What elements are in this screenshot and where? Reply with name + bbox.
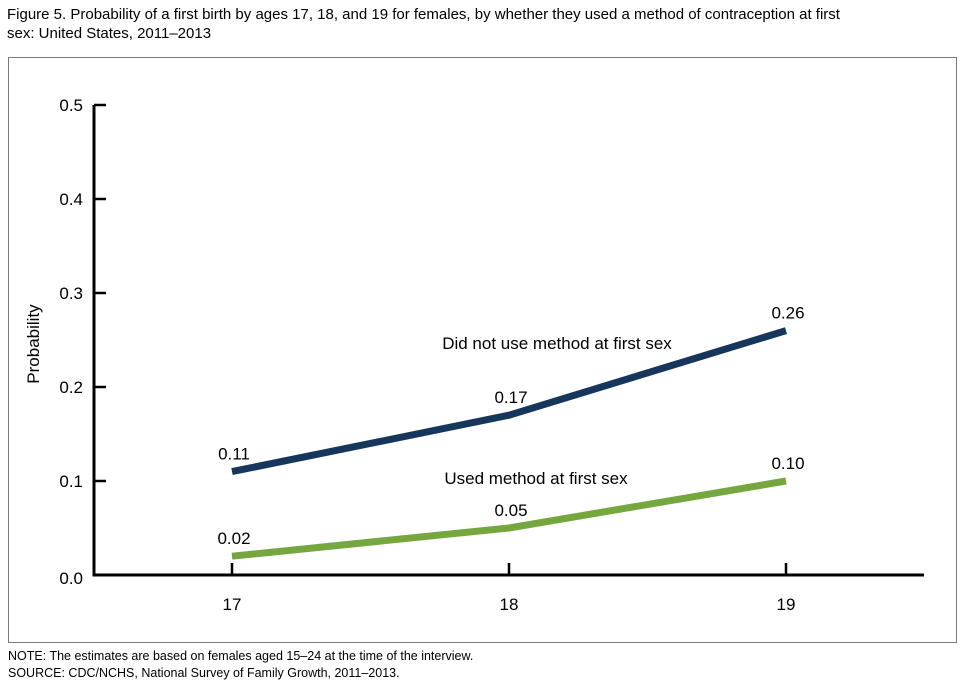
data-label-did-not-use-19: 0.26: [771, 304, 804, 323]
figure-title: Figure 5. Probability of a first birth b…: [7, 5, 957, 43]
line-did-not-use-method: [231, 327, 788, 476]
y-tick-label-0-2: 0.2: [59, 378, 83, 397]
x-tick-label-17: 17: [223, 595, 242, 614]
y-tick-label-0-4: 0.4: [59, 190, 83, 209]
y-axis-label: Probability: [24, 304, 43, 384]
figure-title-line1: Figure 5. Probability of a first birth b…: [7, 6, 840, 23]
data-label-used-18: 0.05: [494, 501, 527, 520]
y-tick-label-0-5: 0.5: [59, 96, 83, 115]
data-label-did-not-use-18: 0.17: [494, 388, 527, 407]
x-tick-label-18: 18: [500, 595, 519, 614]
footnotes: NOTE: The estimates are based on females…: [8, 648, 948, 682]
series-annotation-used: Used method at first sex: [444, 469, 628, 488]
chart-area: 0.5 0.4 0.3 0.2 0.1 0.0 17 18 19 Probabi…: [8, 57, 957, 643]
note-text: NOTE: The estimates are based on females…: [8, 649, 474, 663]
y-tick-label-0-1: 0.1: [59, 472, 83, 491]
series-annotation-did-not-use: Did not use method at first sex: [442, 334, 672, 353]
y-tick-label-0-3: 0.3: [59, 284, 83, 303]
figure-title-line2: sex: United States, 2011–2013: [7, 25, 212, 42]
x-tick-label-19: 19: [777, 595, 796, 614]
y-tick-label-0-0: 0.0: [59, 569, 83, 588]
line-used-method: [231, 477, 787, 560]
data-label-used-19: 0.10: [771, 454, 804, 473]
data-label-used-17: 0.02: [217, 529, 250, 548]
data-label-did-not-use-17: 0.11: [218, 445, 250, 464]
line-chart: 0.5 0.4 0.3 0.2 0.1 0.0 17 18 19 Probabi…: [24, 96, 924, 614]
source-text: SOURCE: CDC/NCHS, National Survey of Fam…: [8, 666, 400, 680]
